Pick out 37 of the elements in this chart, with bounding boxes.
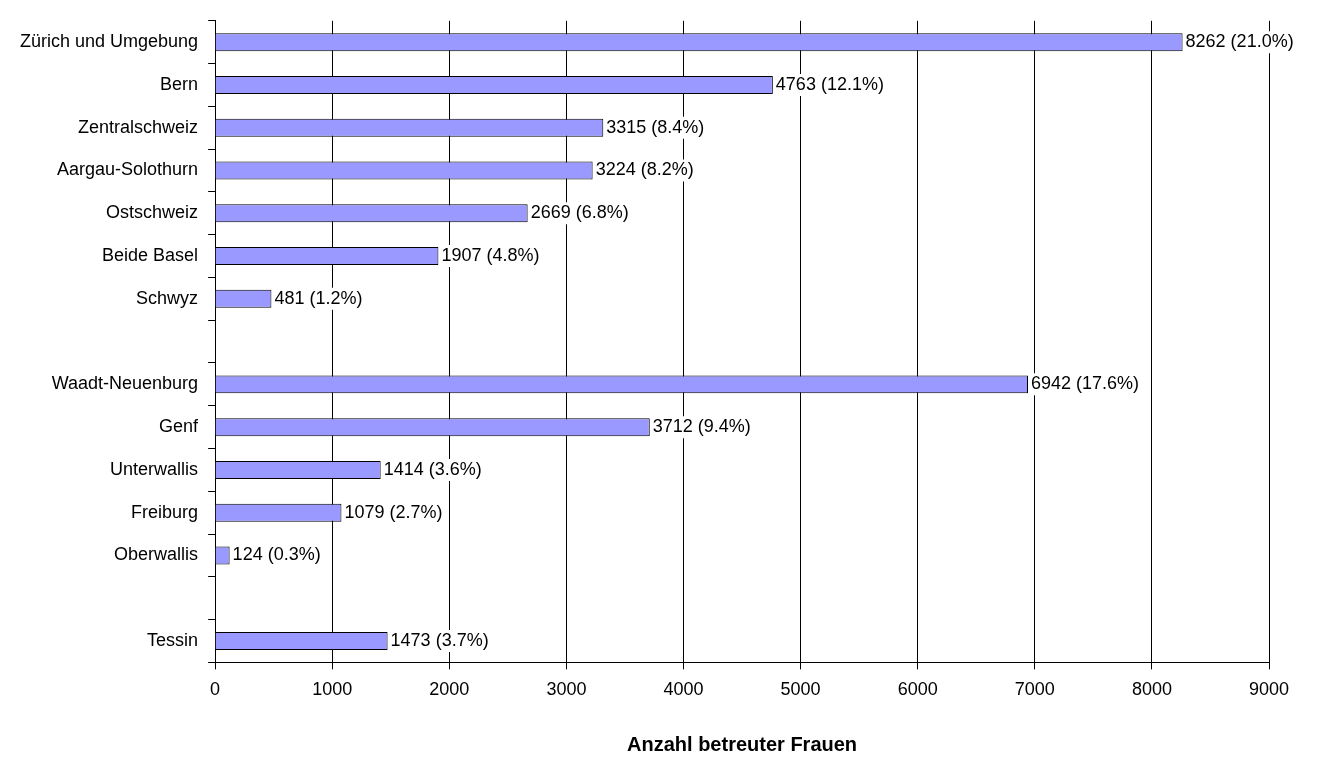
y-tick-label: Genf: [159, 416, 200, 437]
x-tick-label: 3000: [546, 679, 587, 700]
data-label: 124 (0.3%): [232, 544, 321, 565]
x-tick-label: 0: [210, 679, 221, 700]
y-tick-label: Aargau-Solothurn: [57, 159, 199, 180]
data-label: 1907 (4.8%): [441, 245, 540, 266]
x-tick-label: 1000: [312, 679, 353, 700]
data-label: 3224 (8.2%): [595, 159, 694, 180]
x-tick-label: 4000: [663, 679, 704, 700]
data-label: 1414 (3.6%): [383, 458, 482, 479]
y-tick-label: Oberwallis: [114, 544, 199, 565]
data-label: 2669 (6.8%): [530, 202, 629, 223]
y-tick-label: Schwyz: [136, 287, 199, 308]
x-tick-label: 5000: [780, 679, 821, 700]
data-label: 6942 (17.6%): [1031, 373, 1140, 394]
data-label: 1473 (3.7%): [390, 629, 489, 650]
x-tick-label: 9000: [1248, 679, 1290, 700]
y-tick-label: Tessin: [147, 629, 199, 650]
x-tick-label: 6000: [897, 679, 938, 700]
data-label: 1079 (2.7%): [344, 501, 443, 522]
data-label: 3712 (9.4%): [652, 416, 751, 437]
y-tick-label: Ostschweiz: [106, 202, 199, 223]
y-tick-label: Bern: [160, 73, 199, 94]
y-tick-label: Zürich und Umgebung: [19, 31, 199, 52]
x-axis-title: Anzahl betreuter Frauen: [627, 732, 858, 755]
y-tick-label: Waadt-Neuenburg: [51, 373, 199, 394]
data-label: 3315 (8.4%): [606, 116, 705, 137]
x-tick-label: 2000: [429, 679, 470, 700]
x-tick-label: 8000: [1131, 679, 1172, 700]
y-tick-label: Zentralschweiz: [78, 116, 199, 137]
data-label: 4763 (12.1%): [775, 73, 884, 94]
y-tick-label: Beide Basel: [102, 245, 199, 266]
data-label: 481 (1.2%): [274, 287, 363, 308]
x-tick-label: 7000: [1014, 679, 1055, 700]
data-label: 8262 (21.0%): [1185, 31, 1294, 52]
y-tick-label: Freiburg: [131, 501, 199, 522]
y-tick-label: Unterwallis: [110, 458, 199, 479]
